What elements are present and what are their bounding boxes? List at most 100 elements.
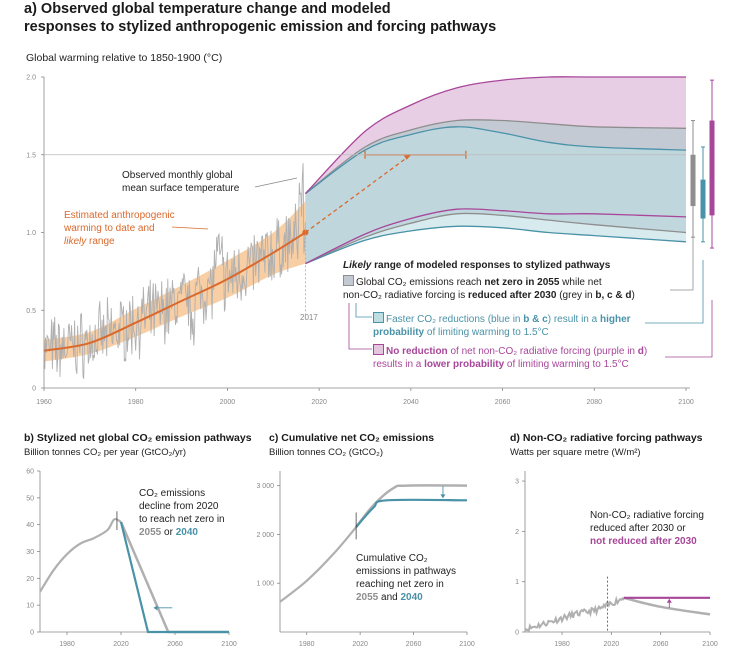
purple-g: of limiting warming to 1.5°C (504, 359, 629, 370)
blue-e: probability (373, 327, 425, 338)
panel-b-ann-1: CO₂ emissions (139, 488, 205, 499)
blue-a: Faster CO₂ reductions (blue in (386, 314, 524, 325)
panel-d-title: d) Non-CO₂ radiative forcing pathways (510, 432, 703, 444)
blue-band (305, 126, 686, 264)
observed-label-1: Observed monthly global (122, 170, 233, 181)
purple-b: of net non-CO₂ radiative forcing (purple… (447, 346, 638, 357)
observed-label-2: mean surface temperature (122, 183, 240, 194)
observed-leader (254, 177, 298, 188)
y-tick-label: 2 (515, 529, 519, 536)
legend-blue-swatch (373, 312, 384, 323)
y-tick-label: 10 (26, 603, 34, 610)
estimate-label-2: warming to date and (63, 223, 155, 234)
panel-c-units: Billion tonnes CO₂ (GtCO₂) (269, 447, 384, 458)
purple-f: lower probability (424, 359, 505, 370)
panel-c-chart: 1980 2020 2060 2100 1 000 2 000 3 000 Cumulati… (256, 471, 475, 648)
blue-b: b & c (523, 314, 548, 325)
x-tick-label: 2100 (459, 641, 475, 648)
y-tick-label: 20 (26, 576, 34, 583)
y-tick-label: 0 (30, 630, 34, 637)
y-tick-label: 30 (26, 549, 34, 556)
blue-upper-line (305, 126, 687, 195)
cumulative-2055-line (355, 484, 468, 528)
likely-rest: range of modeled responses to stylized p… (371, 260, 611, 271)
grey-b: net zero in 2055 (484, 277, 560, 288)
cumulative-2040-line (355, 498, 468, 528)
y-tick-label: 60 (26, 469, 34, 476)
legend-grey-connector (670, 236, 694, 291)
y-tick-label: 0 (515, 630, 519, 637)
x-tick-label: 2100 (702, 641, 718, 648)
grey-g: b, c & d (595, 290, 632, 301)
estimate-range-text: range (86, 236, 115, 247)
x-tick-label: 2100 (678, 399, 694, 406)
panel-b-units: Billion tonnes CO₂ per year (GtCO₂/yr) (24, 447, 187, 458)
x-tick-label: 2040 (403, 399, 419, 406)
x-tick-label: 2100 (221, 641, 237, 648)
panel-c-ann-4: 2055 and 2040 (356, 592, 423, 603)
panel-b-ann-4: 2055 or 2040 (139, 527, 198, 538)
x-tick-label: 2000 (220, 399, 236, 406)
x-tick-label: 2020 (604, 641, 620, 648)
panel-b-2040: 2040 (176, 527, 199, 538)
shift-arrowhead (153, 605, 158, 611)
panel-b-title: b) Stylized net global CO₂ emission path… (24, 432, 252, 444)
grey-h: ) (631, 290, 635, 301)
grey-e: reduced after 2030 (468, 290, 557, 301)
x-tick-label: 1980 (59, 641, 75, 648)
legend-purple-swatch (373, 344, 384, 355)
purple-c: d (637, 346, 644, 357)
panel-d-chart: 1980 2020 2060 2100 0 1 2 3 Non-CO₂ radiative f… (515, 471, 718, 648)
panel-b-2055: 2055 (139, 527, 162, 538)
panel-b-ann-2: decline from 2020 (139, 501, 219, 512)
historical-forcing-line (524, 595, 625, 634)
grey-d: non-CO₂ radiative forcing is (343, 290, 469, 301)
panel-d-plot: 1980 2020 2060 2100 0 1 2 3 (515, 471, 718, 648)
panel-a-chart: 1960 1980 2000 2020 2040 2060 2080 2100 0 0.5 1.0 1… (26, 75, 715, 407)
historical-cumulative-line (279, 526, 357, 603)
x-tick-label: 2060 (653, 641, 669, 648)
y-tick-label: 1.0 (26, 230, 36, 237)
likely-range-heading: Likely range of modeled responses to sty… (343, 259, 610, 272)
legend-blue-bracket (355, 303, 372, 318)
legend-blue-connector (645, 260, 704, 324)
panel-a-axes: 1960 1980 2000 2020 2040 2060 2080 2100 0 0.5 1.0 1… (26, 75, 694, 407)
purple-lower-line (305, 208, 687, 265)
purple-d: ) (643, 346, 648, 357)
x-tick-label: 2060 (167, 641, 183, 648)
blue-f: of limiting warming to 1.5°C (424, 327, 549, 338)
extrapolation-arrowhead (403, 154, 411, 160)
observed-monthly-line (43, 163, 306, 379)
panel-c-and: and (378, 592, 400, 603)
estimate-label-3: likely range (64, 236, 115, 247)
panel-b-chart: 1980 2020 2060 2100 0 10 20 30 40 50 60 CO₂ emissi… (26, 469, 237, 649)
panel-c-ann-3: reaching net zero in (356, 579, 444, 590)
grey-upper-line (304, 119, 687, 195)
forcing-reduced-line (623, 596, 711, 616)
panel-c-ann-2: emissions in pathways (356, 566, 456, 577)
x-tick-label: 2060 (406, 641, 422, 648)
legend-purple: No reduction of net non-CO₂ radiative fo… (373, 344, 647, 371)
purple-e: results in a (373, 359, 425, 370)
panel-d-ann-3: not reduced after 2030 (590, 536, 697, 547)
panel-b-or: or (161, 527, 175, 538)
panel-c-title: c) Cumulative net CO₂ emissions (269, 432, 435, 444)
estimate-line (43, 231, 306, 352)
panel-a-annotations: Observed monthly global mean surface tem… (63, 170, 318, 322)
panel-d-ann-2: reduced after 2030 or (590, 523, 686, 534)
y-tick-label: 0 (32, 386, 36, 393)
historical-emissions-line (39, 517, 122, 593)
x-tick-label: 1960 (36, 399, 52, 406)
net-zero-2055-line (119, 521, 229, 634)
y-tick-label: 2 000 (256, 532, 274, 539)
y-tick-label: 3 000 (256, 483, 274, 490)
blue-2100-likely (700, 179, 706, 219)
legend-purple-connector (665, 300, 713, 358)
estimate-leader (171, 226, 209, 230)
legend-blue: Faster CO₂ reductions (blue in b & c) re… (373, 312, 631, 339)
shift-arrowhead (666, 598, 672, 603)
shift-arrowhead (440, 494, 446, 499)
panel-a-ylabel: Global warming relative to 1850-1900 (°C… (26, 52, 223, 64)
x-tick-label: 2020 (352, 641, 368, 648)
panel-a-title-line1: a) Observed global temperature change an… (24, 1, 391, 17)
